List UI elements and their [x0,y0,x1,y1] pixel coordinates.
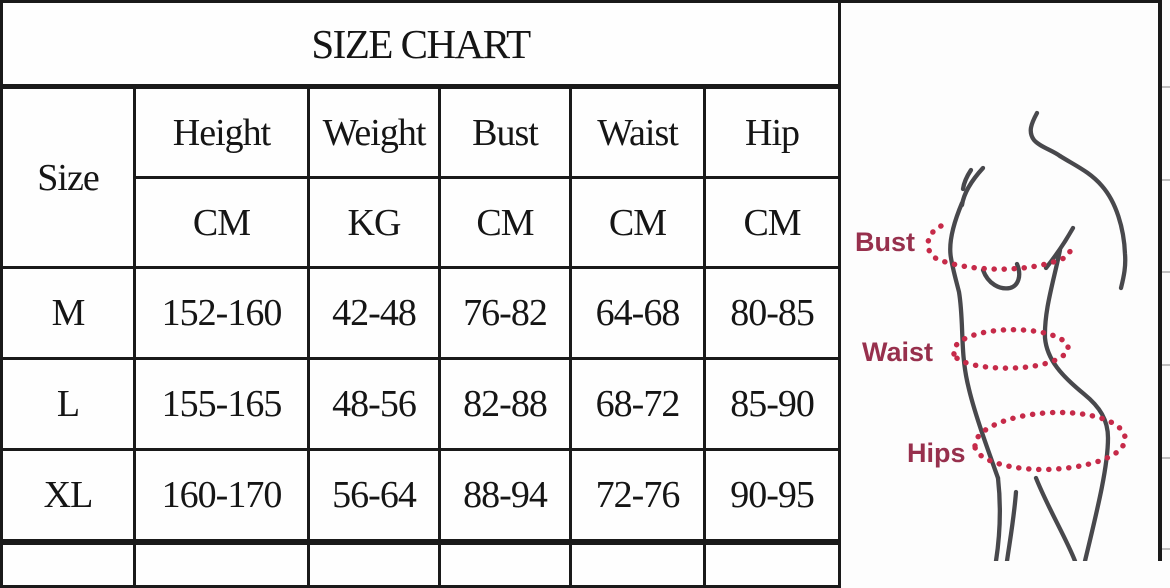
body-figure-svg: Bust Waist Hips [855,110,1128,564]
measurement-labels: Bust Waist Hips [855,227,966,468]
measurement-dots [925,223,1128,473]
col-header-height: Height [133,85,310,179]
row-line-nub [1162,457,1170,459]
row-line-nub [1162,86,1170,88]
unit-height: CM [133,176,310,269]
table-row-partial [0,542,842,588]
top-border [838,0,1159,3]
unit-row: CM KG CM CM CM [2,176,842,269]
col-header-waist: Waist [569,85,706,179]
table-cell: 152-160 [133,266,310,360]
table-cell: 76-82 [438,266,572,360]
size-chart-table: SIZE CHART Size Height Weight Bust Waist… [0,0,842,588]
hips-measure-ellipse [972,409,1128,473]
unit-hip: CM [702,176,842,269]
col-header-bust: Bust [438,85,572,179]
row-line-nub [1162,271,1170,273]
row-line-nub [1162,179,1170,181]
right-border [1158,0,1162,561]
waist-measure-ellipse [951,326,1071,371]
size-cell: XL [0,448,136,545]
unit-weight: KG [307,176,441,269]
row-line-nub [1162,548,1170,550]
unit-waist: CM [569,176,706,269]
table-cell: 80-85 [702,266,842,360]
col-header-weight: Weight [307,85,441,179]
table-row-xl: XL 160-170 56-64 88-94 72-76 90-95 [0,448,842,545]
bust-label: Bust [855,227,915,257]
header-row: Size Height Weight Bust Waist Hip [0,85,842,269]
table-cell: 72-76 [569,448,706,545]
table-row-l: L 155-165 48-56 82-88 68-72 85-90 [0,357,842,451]
unit-bust: CM [438,176,572,269]
title-row: SIZE CHART [0,0,842,89]
size-cell: M [0,266,136,360]
table-cell: 160-170 [133,448,310,545]
body-outline [948,110,1128,564]
corner-size-header: Size [0,85,136,269]
col-header-hip: Hip [702,85,842,179]
row-line-nub [1162,364,1170,366]
page-title: SIZE CHART [0,0,842,89]
table-cell: 48-56 [307,357,441,451]
table-cell: 85-90 [702,357,842,451]
table-cell: 56-64 [307,448,441,545]
table-row-m: M 152-160 42-48 76-82 64-68 80-85 [0,266,842,360]
size-cell: L [0,357,136,451]
table-cell: 68-72 [569,357,706,451]
table-cell: 42-48 [307,266,441,360]
table-cell: 88-94 [438,448,572,545]
table-cell: 82-88 [438,357,572,451]
table-cell: 90-95 [702,448,842,545]
waist-label: Waist [862,337,933,367]
bust-measure-ellipse [925,223,1074,272]
measurement-figure: Bust Waist Hips [838,0,1170,564]
table-cell: 155-165 [133,357,310,451]
hips-label: Hips [907,438,966,468]
table-cell: 64-68 [569,266,706,360]
